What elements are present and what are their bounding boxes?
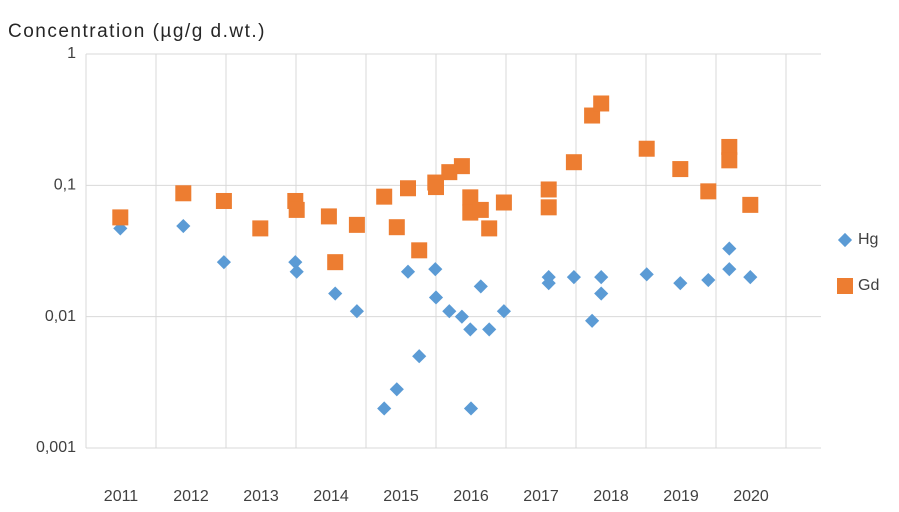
- point: [463, 322, 478, 337]
- point: [377, 401, 392, 416]
- point: [540, 199, 557, 216]
- point: [176, 218, 191, 234]
- point: [473, 279, 488, 294]
- point: [742, 196, 759, 213]
- point: [454, 309, 469, 324]
- point: [389, 382, 404, 397]
- point: [639, 267, 654, 282]
- point: [721, 138, 738, 155]
- x-tick-label: 2014: [313, 488, 349, 505]
- point: [565, 154, 582, 171]
- point: [463, 401, 479, 416]
- y-tick-label: 0,1: [54, 177, 76, 194]
- legend-label: Hg: [858, 231, 878, 248]
- x-tick-label: 2011: [104, 488, 139, 505]
- point: [441, 164, 458, 181]
- point: [453, 158, 470, 175]
- x-tick-label: 2013: [243, 488, 279, 505]
- x-tick-label: 2018: [593, 488, 629, 505]
- point: [594, 270, 609, 285]
- y-tick-label: 1: [67, 45, 76, 62]
- point: [288, 255, 303, 270]
- point: [743, 270, 758, 285]
- point: [540, 181, 557, 198]
- point: [496, 304, 511, 319]
- x-tick-label: 2019: [663, 488, 699, 505]
- point: [721, 152, 738, 169]
- chart-title: Concentration (µg/g d.wt.): [8, 21, 266, 42]
- point: [328, 286, 343, 301]
- point: [327, 254, 344, 271]
- legend-marker: [837, 278, 853, 294]
- x-tick-label: 2015: [383, 488, 419, 505]
- point: [112, 209, 129, 226]
- point: [215, 192, 232, 209]
- point: [566, 270, 581, 285]
- point: [584, 107, 601, 124]
- legend-label: Gd: [858, 277, 879, 294]
- point: [428, 262, 443, 277]
- point: [700, 183, 717, 200]
- point: [252, 220, 269, 237]
- point: [288, 201, 305, 218]
- point: [541, 276, 556, 291]
- point: [349, 304, 364, 319]
- point: [289, 264, 304, 279]
- point: [175, 185, 192, 202]
- legend-marker: [837, 232, 853, 248]
- point: [388, 219, 405, 236]
- point: [428, 290, 444, 305]
- point: [412, 349, 427, 364]
- x-tick-label: 2012: [173, 488, 209, 505]
- y-tick-label: 0,001: [36, 439, 76, 456]
- point: [673, 276, 688, 291]
- point: [348, 216, 365, 233]
- point: [411, 242, 428, 259]
- point: [585, 313, 600, 328]
- point: [701, 272, 716, 288]
- point: [495, 194, 512, 211]
- point: [638, 140, 655, 157]
- point: [722, 262, 737, 277]
- x-tick-label: 2016: [453, 488, 489, 505]
- point: [482, 322, 497, 337]
- point: [376, 188, 393, 205]
- point: [594, 286, 609, 301]
- x-tick-label: 2017: [523, 488, 559, 505]
- point: [672, 161, 689, 178]
- point: [472, 201, 489, 218]
- point: [722, 241, 737, 256]
- point: [442, 304, 457, 319]
- point: [400, 180, 416, 197]
- x-tick-label: 2020: [733, 488, 769, 505]
- point: [216, 255, 231, 270]
- point: [428, 179, 444, 196]
- point: [320, 208, 337, 225]
- point: [462, 189, 479, 206]
- point: [400, 264, 416, 279]
- point: [593, 95, 610, 112]
- y-tick-label: 0,01: [45, 308, 76, 325]
- point: [481, 220, 498, 237]
